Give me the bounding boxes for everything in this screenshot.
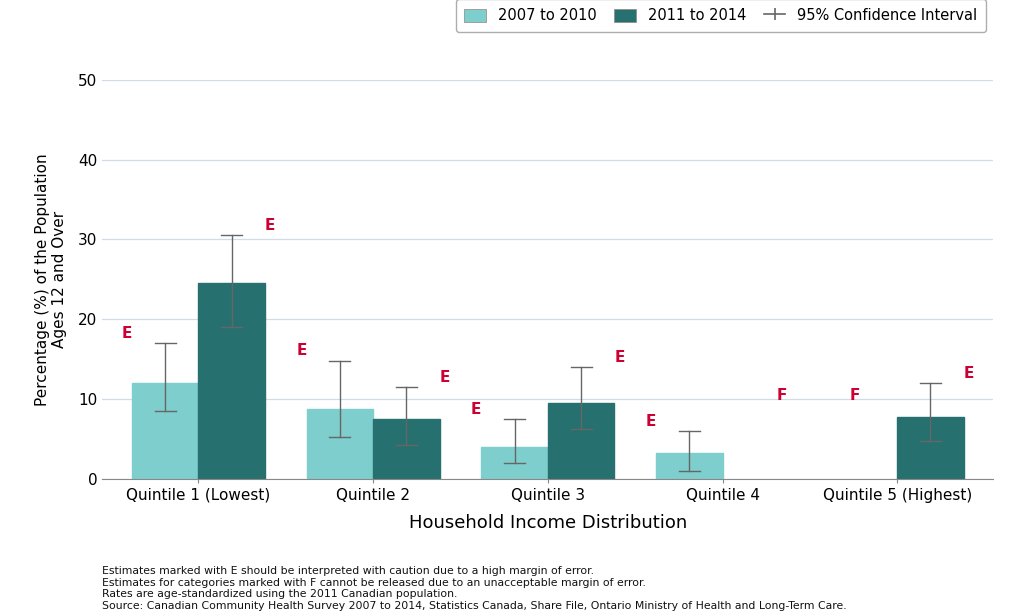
Bar xyxy=(548,403,614,479)
Bar xyxy=(132,383,199,479)
Bar xyxy=(656,453,723,479)
Text: E: E xyxy=(296,343,307,359)
Bar xyxy=(199,283,265,479)
Bar xyxy=(307,409,373,479)
Text: F: F xyxy=(850,388,860,403)
Text: E: E xyxy=(471,402,481,417)
Text: F: F xyxy=(777,388,787,403)
X-axis label: Household Income Distribution: Household Income Distribution xyxy=(409,514,687,532)
Bar xyxy=(897,417,964,479)
Text: E: E xyxy=(614,350,625,365)
Bar xyxy=(373,419,439,479)
Text: E: E xyxy=(265,218,275,233)
Legend: 2007 to 2010, 2011 to 2014, 95% Confidence Interval: 2007 to 2010, 2011 to 2014, 95% Confiden… xyxy=(456,0,986,32)
Text: E: E xyxy=(122,326,132,341)
Text: E: E xyxy=(646,414,656,429)
Y-axis label: Percentage (%) of the Population
Ages 12 and Over: Percentage (%) of the Population Ages 12… xyxy=(35,153,67,406)
Text: E: E xyxy=(964,366,974,381)
Text: E: E xyxy=(439,370,450,385)
Bar xyxy=(481,447,548,479)
Text: Estimates marked with E should be interpreted with caution due to a high margin : Estimates marked with E should be interp… xyxy=(102,566,847,611)
